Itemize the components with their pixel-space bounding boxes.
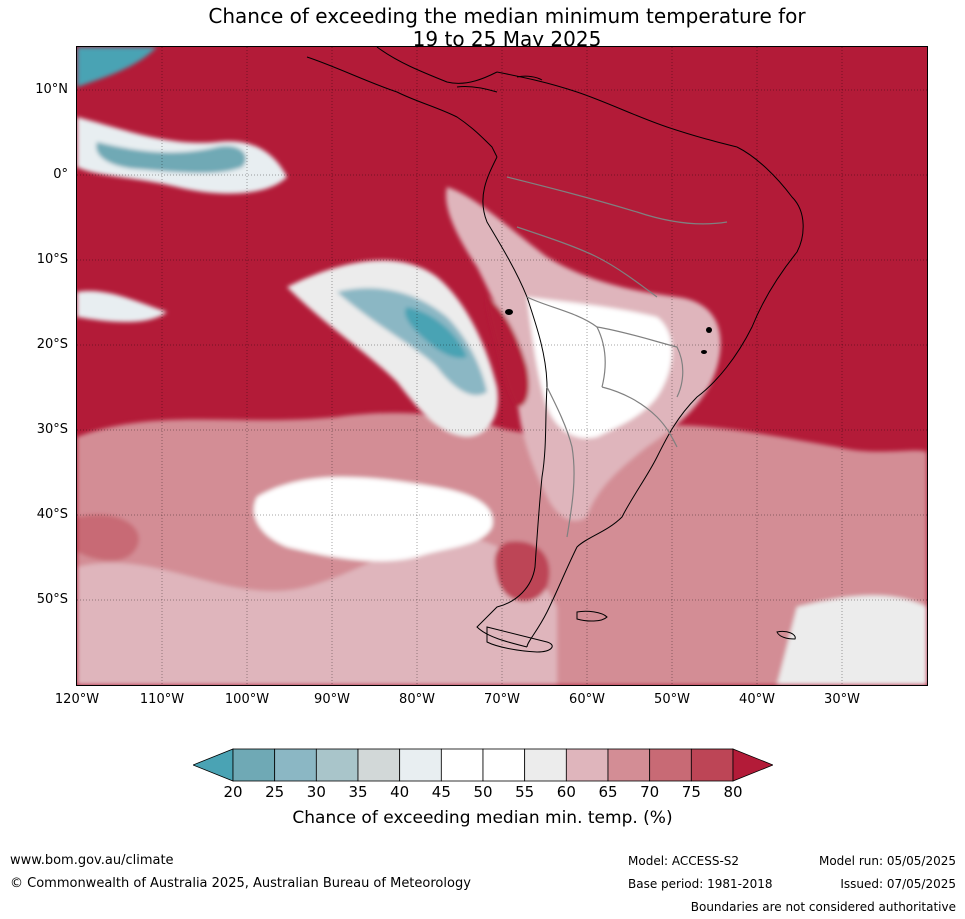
- colorbar-tick-label: 80: [723, 783, 743, 801]
- white-strip-west: [77, 291, 167, 322]
- colorbar-segment: [440, 748, 484, 782]
- colorbar-segment: [565, 748, 609, 782]
- colorbar-tick-label: 55: [515, 783, 535, 801]
- colorbar-tick-label: 25: [265, 783, 285, 801]
- base-period: Base period: 1981-2018: [628, 877, 773, 891]
- colorbar-segment: [649, 748, 692, 782]
- model-run-date: Model run: 05/05/2025: [818, 854, 956, 868]
- pink-band-65: [77, 535, 577, 685]
- blue-plume-core: [405, 307, 467, 358]
- red-patch-2: [77, 514, 139, 561]
- lat-label-0: 0°: [53, 167, 68, 182]
- lon-label-100w: 100°W: [224, 692, 270, 707]
- blue-band-equator: [96, 142, 246, 173]
- colorbar-tick-label: 40: [390, 783, 410, 801]
- colorbar-segment: [690, 748, 734, 782]
- colorbar-tick-label: 60: [556, 783, 576, 801]
- lat-label-10s: 10°S: [36, 252, 68, 267]
- south-georgia: [776, 631, 796, 640]
- lakes: [505, 309, 712, 354]
- colorbar-tick-label: 30: [306, 783, 326, 801]
- map-title-line-1: Chance of exceeding the median minimum t…: [208, 4, 806, 28]
- lon-label-90w: 90°W: [314, 692, 350, 707]
- colorbar-segment: [399, 748, 442, 782]
- south-america-east-coast: [526, 146, 804, 648]
- colorbar-segment: [357, 748, 401, 782]
- model-name: Model: ACCESS-S2: [628, 854, 740, 868]
- issued-date: Issued: 07/05/2025: [840, 877, 956, 891]
- lon-label-110w: 110°W: [139, 692, 185, 707]
- probability-map: [76, 46, 928, 686]
- lon-label-60w: 60°W: [569, 692, 605, 707]
- colorbar: [191, 748, 775, 782]
- white-zone-east: [777, 595, 927, 685]
- lat-label-40s: 40°S: [36, 507, 68, 522]
- lat-label-50s: 50°S: [36, 592, 68, 607]
- colorbar-tick-label: 65: [598, 783, 618, 801]
- map-canvas: [77, 47, 927, 685]
- central-america-north-coast: [376, 47, 498, 84]
- blue-corner-nw: [77, 47, 157, 87]
- tropical-pacific-anomaly: [77, 47, 287, 322]
- gridlines: [77, 47, 927, 685]
- colorbar-arrow-high: [732, 748, 775, 782]
- lon-label-120w: 120°W: [54, 692, 100, 707]
- tierra-del-fuego: [486, 626, 553, 653]
- white-plume: [287, 260, 498, 437]
- white-zone-south-pacific: [253, 477, 493, 562]
- falklands: [576, 610, 608, 622]
- colorbar-segment: [524, 748, 567, 782]
- peru-chile-current-anomaly: [287, 260, 498, 437]
- lon-label-80w: 80°W: [399, 692, 435, 707]
- colorbar-segment: [482, 748, 526, 782]
- colorbar-canvas: [191, 748, 775, 782]
- colorbar-segment: [232, 748, 276, 782]
- lon-label-70w: 70°W: [484, 692, 520, 707]
- colorbar-arrow-low: [191, 748, 234, 782]
- colorbar-tick-label: 75: [681, 783, 701, 801]
- caribbean-coast: [496, 71, 738, 148]
- blue-plume: [337, 288, 487, 396]
- central-america-coast: [306, 56, 498, 158]
- coastlines: [306, 47, 804, 653]
- colorbar-tick-label: 50: [473, 783, 493, 801]
- south-america-west-coast: [476, 156, 548, 648]
- boundary-disclaimer: Boundaries are not considered authoritat…: [690, 900, 956, 914]
- white-interior: [527, 297, 672, 439]
- website-link[interactable]: www.bom.gov.au/climate: [10, 853, 174, 868]
- red-altiplano: [487, 297, 529, 407]
- lat-label-20s: 20°S: [36, 337, 68, 352]
- colorbar-segment: [274, 748, 317, 782]
- colorbar-label: Chance of exceeding median min. temp. (%…: [292, 808, 673, 828]
- caribbean-islands: [456, 75, 543, 93]
- colorbar-segment: [607, 748, 651, 782]
- lon-label-40w: 40°W: [739, 692, 775, 707]
- lon-label-30w: 30°W: [824, 692, 860, 707]
- colorbar-tick-label: 70: [640, 783, 660, 801]
- colorbar-segment: [315, 748, 359, 782]
- lon-label-50w: 50°W: [654, 692, 690, 707]
- colorbar-tick-label: 20: [223, 783, 243, 801]
- colorbar-tick-label: 35: [348, 783, 368, 801]
- country-borders: [506, 176, 728, 538]
- lat-label-10n: 10°N: [35, 82, 68, 97]
- lat-label-30s: 30°S: [36, 422, 68, 437]
- colorbar-tick-label: 45: [431, 783, 451, 801]
- copyright-text: © Commonwealth of Australia 2025, Austra…: [10, 876, 471, 891]
